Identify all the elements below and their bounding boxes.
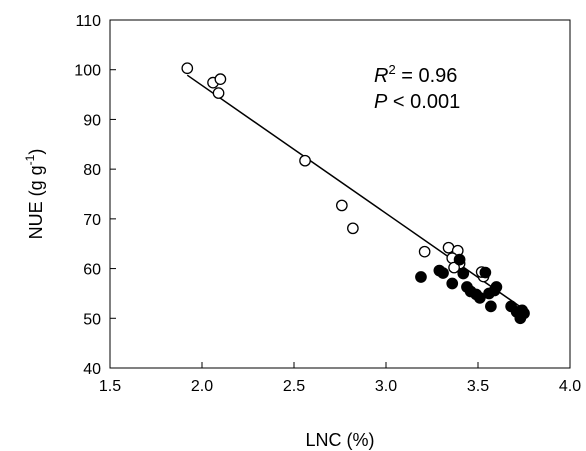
- open-data-point: [299, 154, 311, 167]
- filled-data-point: [457, 267, 470, 280]
- plot-frame: [109, 19, 571, 369]
- open-data-point: [335, 199, 348, 212]
- filled-data-point: [490, 281, 503, 293]
- open-data-point: [418, 245, 431, 258]
- y-axis-title-sup: -1: [23, 154, 37, 165]
- open-data-point: [448, 261, 460, 274]
- x-tick-label: 3.0: [375, 378, 397, 395]
- y-tick-label: 80: [83, 162, 101, 179]
- x-axis-ticks: 1.5 2.0 2.5 3.0 3.5 4.0: [99, 362, 581, 395]
- filled-data-point: [446, 277, 459, 290]
- open-data-point: [347, 222, 359, 235]
- y-axis-title-main: NUE (g g: [26, 165, 46, 239]
- filled-data-point: [479, 266, 492, 279]
- p-value: < 0.001: [387, 91, 460, 113]
- y-tick-label: 110: [75, 13, 101, 30]
- r-symbol: R: [374, 65, 388, 87]
- open-data-point: [212, 87, 225, 99]
- x-axis-title: LNC (%): [305, 430, 374, 450]
- x-tick-label: 3.5: [467, 378, 489, 395]
- y-axis-title-close: ): [26, 149, 46, 155]
- filled-data-point: [437, 267, 449, 279]
- y-tick-label: 40: [83, 361, 101, 378]
- regression-layer: [186, 74, 525, 310]
- x-tick-label: 4.0: [559, 378, 581, 395]
- r-value: = 0.96: [396, 65, 458, 87]
- r-squared-label: R2 = 0.96: [374, 62, 457, 87]
- regression-line: [186, 74, 525, 310]
- p-value-label: P < 0.001: [374, 91, 460, 113]
- points-layer: [181, 62, 530, 325]
- filled-data-point: [453, 253, 466, 266]
- y-axis-ticks: 40 50 60 70 80 90 100 110: [74, 13, 116, 378]
- y-axis-title: NUE (g g-1): [23, 149, 46, 240]
- open-data-point: [214, 73, 227, 86]
- r-sup: 2: [388, 62, 395, 77]
- open-data-point: [181, 62, 194, 75]
- x-tick-label: 1.5: [99, 378, 121, 395]
- filled-data-point: [473, 292, 486, 304]
- y-tick-label: 70: [83, 212, 101, 229]
- x-tick-label: 2.5: [283, 378, 305, 395]
- y-tick-label: 60: [83, 262, 101, 279]
- y-tick-label: 100: [74, 63, 101, 80]
- p-symbol: P: [374, 91, 388, 113]
- x-tick-label: 2.0: [191, 378, 213, 395]
- filled-data-point: [415, 271, 427, 283]
- filled-data-point: [485, 300, 497, 313]
- y-tick-label: 90: [83, 112, 101, 129]
- y-tick-label: 50: [83, 311, 101, 328]
- filled-data-point: [518, 307, 530, 320]
